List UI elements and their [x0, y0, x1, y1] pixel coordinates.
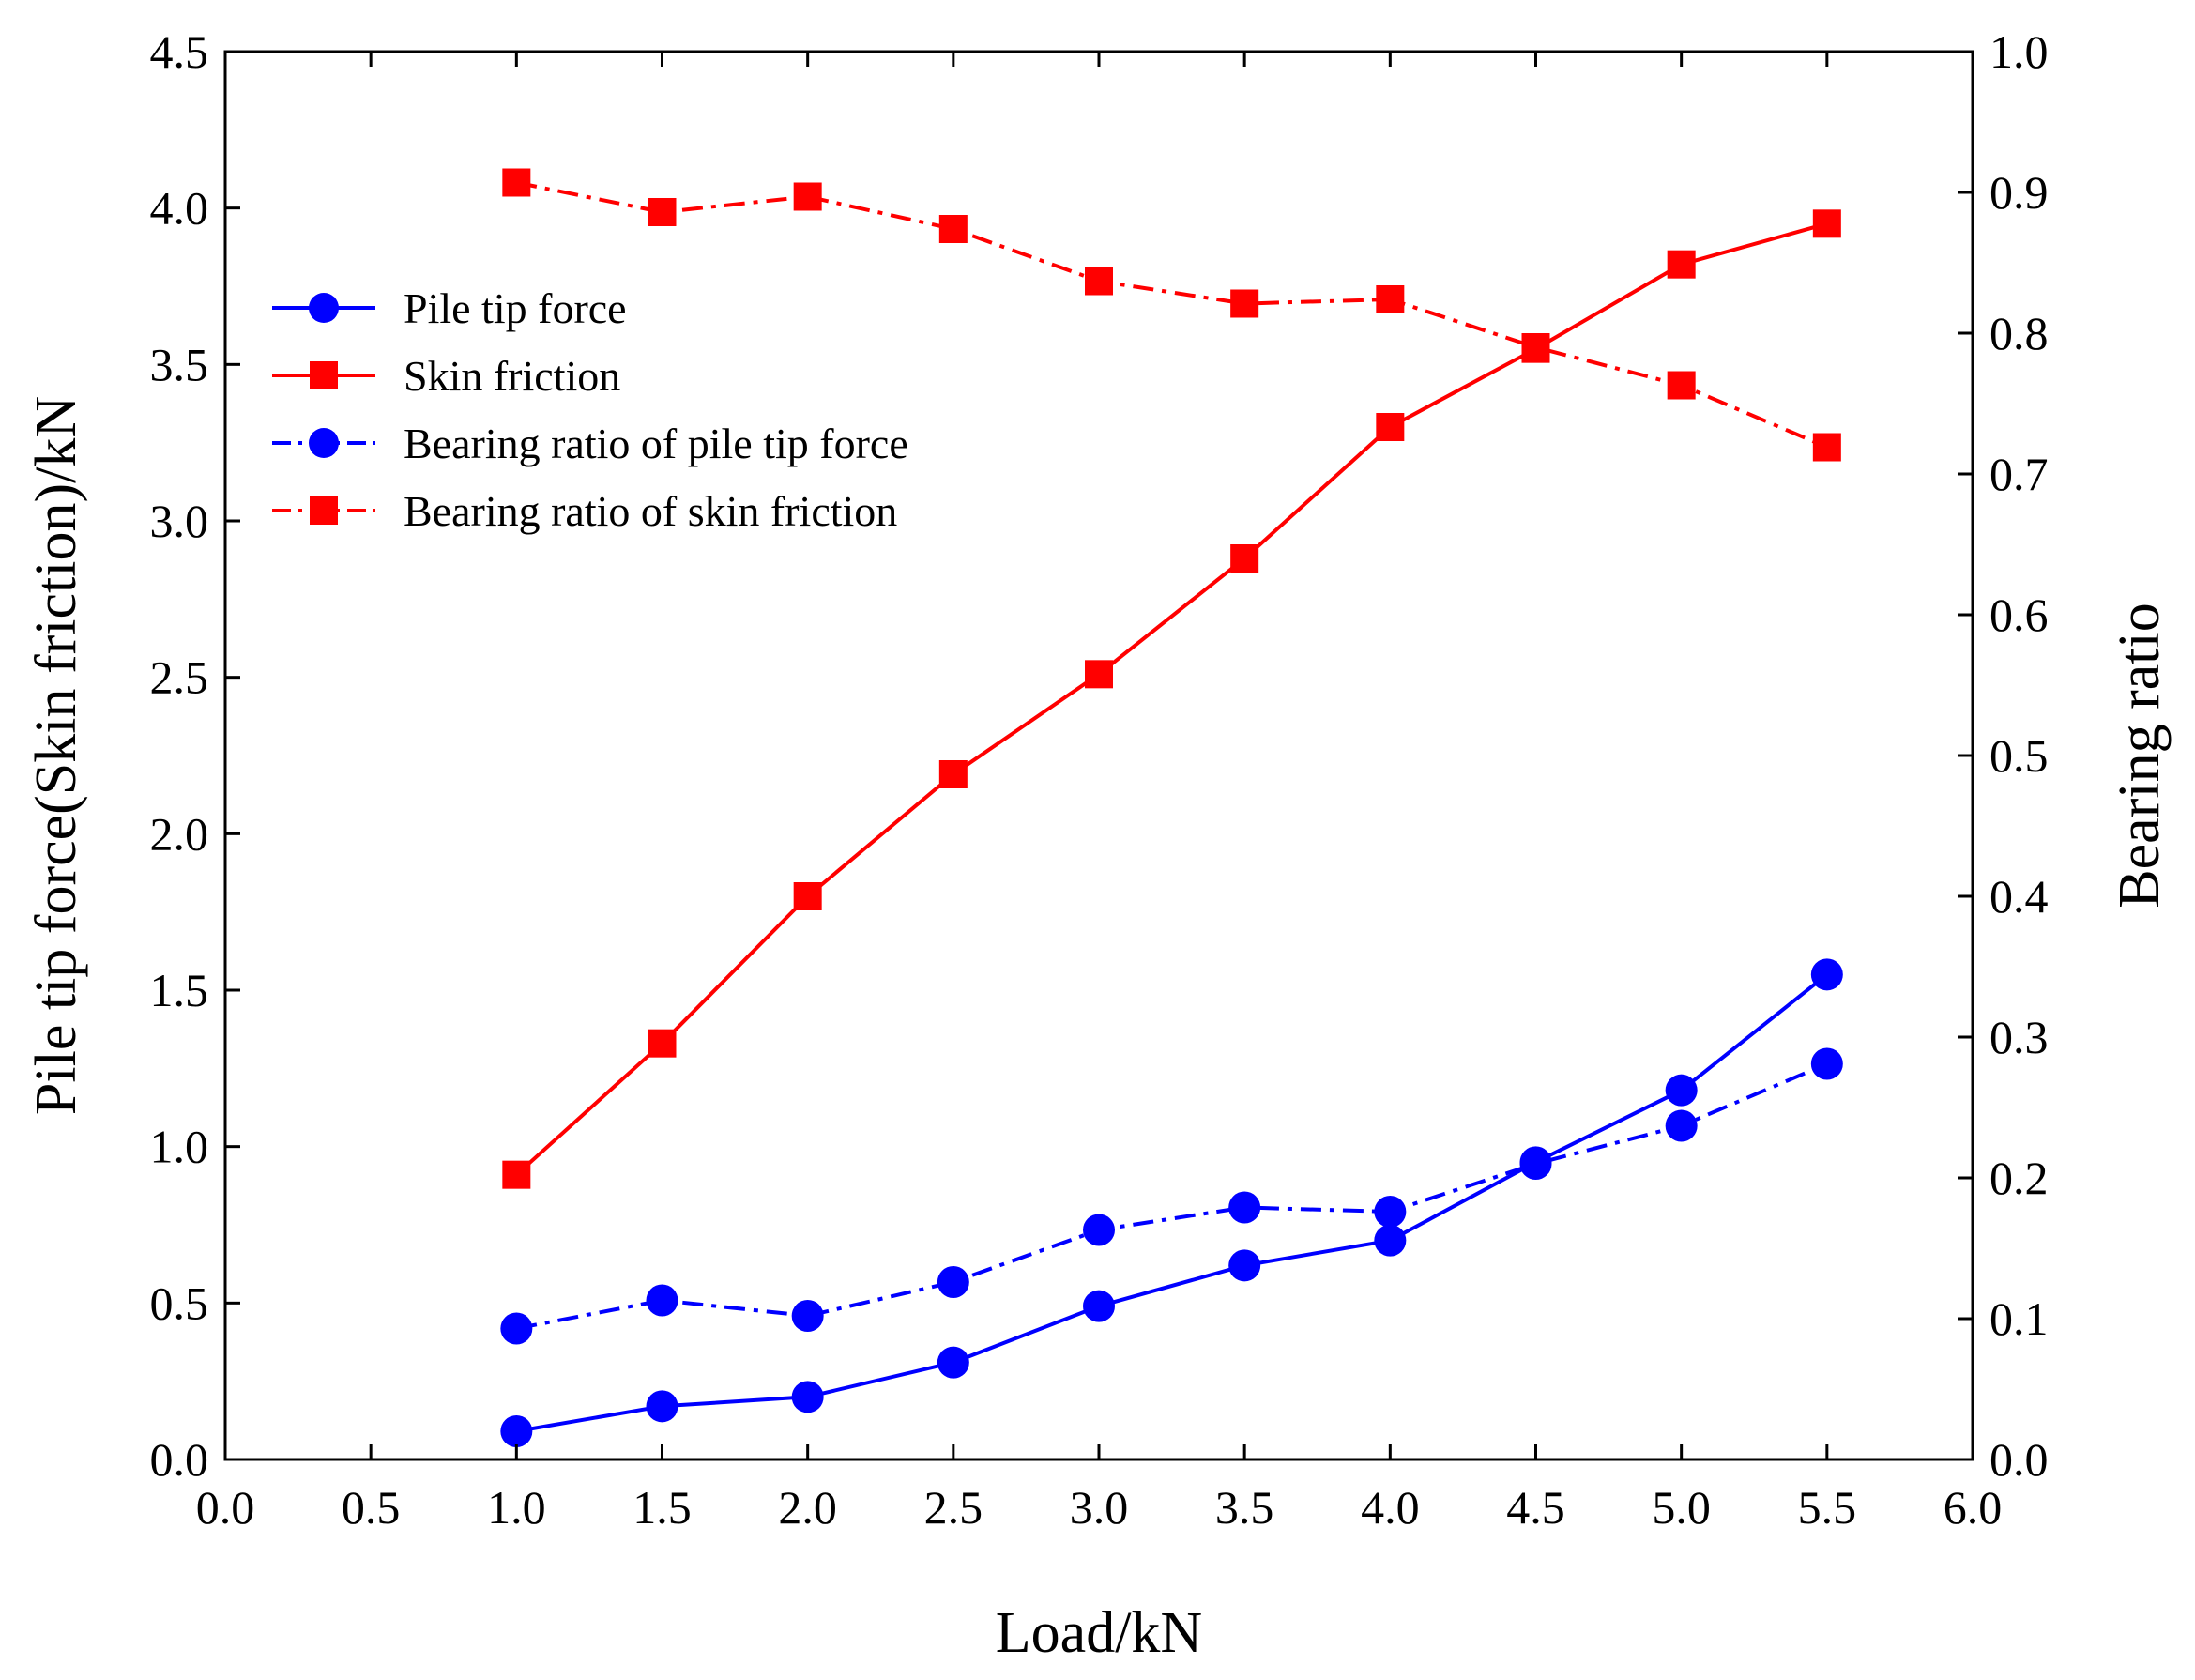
point-pile-tip-force	[1374, 1224, 1407, 1257]
legend-item-bearing-ratio-skin-friction: Bearing ratio of skin friction	[272, 487, 897, 535]
x-tick-label: 2.5	[924, 1481, 983, 1534]
legend-marker-square-icon	[310, 361, 338, 389]
y-right-tick-label: 0.7	[1989, 448, 2049, 500]
y-axis-left-title: Pile tip force(Skin friction)/kN	[24, 396, 88, 1115]
point-pile-tip-force	[937, 1346, 969, 1379]
legend-item-bearing-ratio-pile-tip: Bearing ratio of pile tip force	[272, 420, 908, 467]
point-skin-friction	[793, 882, 822, 910]
point-skin-friction	[648, 1029, 677, 1058]
legend-label-bearing-ratio-pile-tip: Bearing ratio of pile tip force	[404, 420, 908, 467]
series-layer	[500, 168, 1843, 1447]
x-tick-label: 0.0	[196, 1481, 255, 1534]
series-line-skin-friction	[514, 221, 1828, 1177]
y-left-tick-label: 3.0	[150, 495, 209, 547]
axes-layer: 0.0 0.5 1.0 1.5 2.0 2.5 3.0 3.5 4.0 4.5 5.0 5.5 6.00…	[150, 25, 2049, 1534]
x-tick-label: 3.0	[1070, 1481, 1129, 1534]
point-bearing-ratio-of-pile-tip-force	[937, 1266, 969, 1298]
y-axis-right-title: Bearing ratio	[2108, 603, 2172, 908]
legend-marker-square-icon	[310, 496, 338, 525]
point-bearing-ratio-of-skin-friction	[1230, 289, 1259, 318]
point-pile-tip-force	[791, 1381, 824, 1413]
x-axis-title: Load/kN	[996, 1601, 1202, 1665]
point-bearing-ratio-of-skin-friction	[1085, 267, 1113, 296]
y-left-tick-label: 3.5	[150, 338, 209, 390]
y-right-tick-label: 0.0	[1989, 1433, 2049, 1486]
point-pile-tip-force	[1083, 1290, 1115, 1322]
point-skin-friction	[1376, 413, 1405, 441]
x-tick-label: 1.5	[633, 1481, 692, 1534]
legend: Pile tip force Skin friction Bearing rat…	[272, 284, 908, 535]
point-bearing-ratio-of-pile-tip-force	[1374, 1196, 1407, 1228]
x-tick-label: 0.5	[342, 1481, 401, 1534]
y-right-tick-label: 0.2	[1989, 1152, 2049, 1204]
point-skin-friction	[1230, 544, 1259, 573]
point-bearing-ratio-of-pile-tip-force	[1228, 1191, 1261, 1224]
y-left-tick-label: 1.5	[150, 964, 209, 1016]
point-pile-tip-force	[1665, 1074, 1698, 1107]
y-right-tick-label: 0.5	[1989, 729, 2049, 782]
legend-label-bearing-ratio-skin-friction: Bearing ratio of skin friction	[404, 487, 897, 535]
y-right-tick-label: 1.0	[1989, 25, 2049, 78]
point-skin-friction	[502, 1160, 531, 1189]
point-bearing-ratio-of-pile-tip-force	[500, 1312, 533, 1345]
y-left-tick-label: 0.5	[150, 1276, 209, 1329]
point-bearing-ratio-of-skin-friction	[1812, 433, 1841, 462]
point-bearing-ratio-of-skin-friction	[1521, 333, 1550, 361]
legend-label-skin-friction: Skin friction	[404, 352, 620, 400]
point-pile-tip-force	[500, 1415, 533, 1447]
y-left-tick-label: 4.5	[150, 25, 209, 78]
point-bearing-ratio-of-pile-tip-force	[646, 1284, 678, 1317]
point-bearing-ratio-of-pile-tip-force	[1665, 1109, 1698, 1142]
point-bearing-ratio-of-pile-tip-force	[1810, 1047, 1843, 1080]
point-bearing-ratio-of-pile-tip-force	[1519, 1148, 1552, 1180]
legend-item-skin-friction: Skin friction	[272, 352, 620, 400]
x-tick-label: 6.0	[1943, 1481, 2003, 1534]
y-right-tick-label: 0.3	[1989, 1011, 2049, 1063]
point-bearing-ratio-of-pile-tip-force	[1083, 1214, 1115, 1246]
point-pile-tip-force	[1228, 1249, 1261, 1282]
x-tick-label: 2.0	[778, 1481, 837, 1534]
series-line-pile-tip-force	[515, 972, 1829, 1433]
y-right-tick-label: 0.6	[1989, 588, 2049, 641]
legend-marker-circle-icon	[309, 428, 339, 458]
point-pile-tip-force	[1810, 958, 1843, 991]
point-skin-friction	[938, 760, 968, 788]
x-tick-label: 5.5	[1798, 1481, 1857, 1534]
series-line-bearing-ratio-of-skin-friction	[515, 180, 1828, 450]
legend-marker-circle-icon	[309, 293, 339, 323]
point-skin-friction	[1812, 209, 1841, 238]
point-bearing-ratio-of-skin-friction	[1667, 371, 1696, 400]
y-left-tick-label: 2.0	[150, 807, 209, 860]
y-right-tick-label: 0.8	[1989, 307, 2049, 359]
legend-label-pile-tip-force: Pile tip force	[404, 284, 627, 332]
point-skin-friction	[1667, 250, 1696, 279]
point-bearing-ratio-of-pile-tip-force	[791, 1300, 824, 1332]
x-tick-label: 1.0	[487, 1481, 546, 1534]
y-left-tick-label: 0.0	[150, 1433, 209, 1486]
legend-item-pile-tip-force: Pile tip force	[272, 284, 627, 332]
point-bearing-ratio-of-skin-friction	[1376, 285, 1405, 313]
point-pile-tip-force	[646, 1390, 678, 1423]
y-left-tick-label: 2.5	[150, 651, 209, 704]
y-right-tick-label: 0.1	[1989, 1292, 2049, 1345]
x-tick-label: 4.5	[1506, 1481, 1565, 1534]
x-tick-label: 3.5	[1215, 1481, 1274, 1534]
y-left-tick-label: 1.0	[150, 1121, 209, 1173]
series-line-bearing-ratio-of-pile-tip-force	[515, 1061, 1828, 1331]
point-bearing-ratio-of-skin-friction	[793, 182, 822, 211]
point-bearing-ratio-of-skin-friction	[938, 215, 968, 243]
point-bearing-ratio-of-skin-friction	[502, 168, 531, 197]
y-left-tick-label: 4.0	[150, 182, 209, 235]
y-right-tick-label: 0.9	[1989, 166, 2049, 219]
y-right-tick-label: 0.4	[1989, 870, 2049, 923]
x-tick-label: 5.0	[1652, 1481, 1711, 1534]
point-skin-friction	[1085, 660, 1113, 689]
x-tick-label: 4.0	[1361, 1481, 1420, 1534]
point-bearing-ratio-of-skin-friction	[648, 198, 677, 226]
